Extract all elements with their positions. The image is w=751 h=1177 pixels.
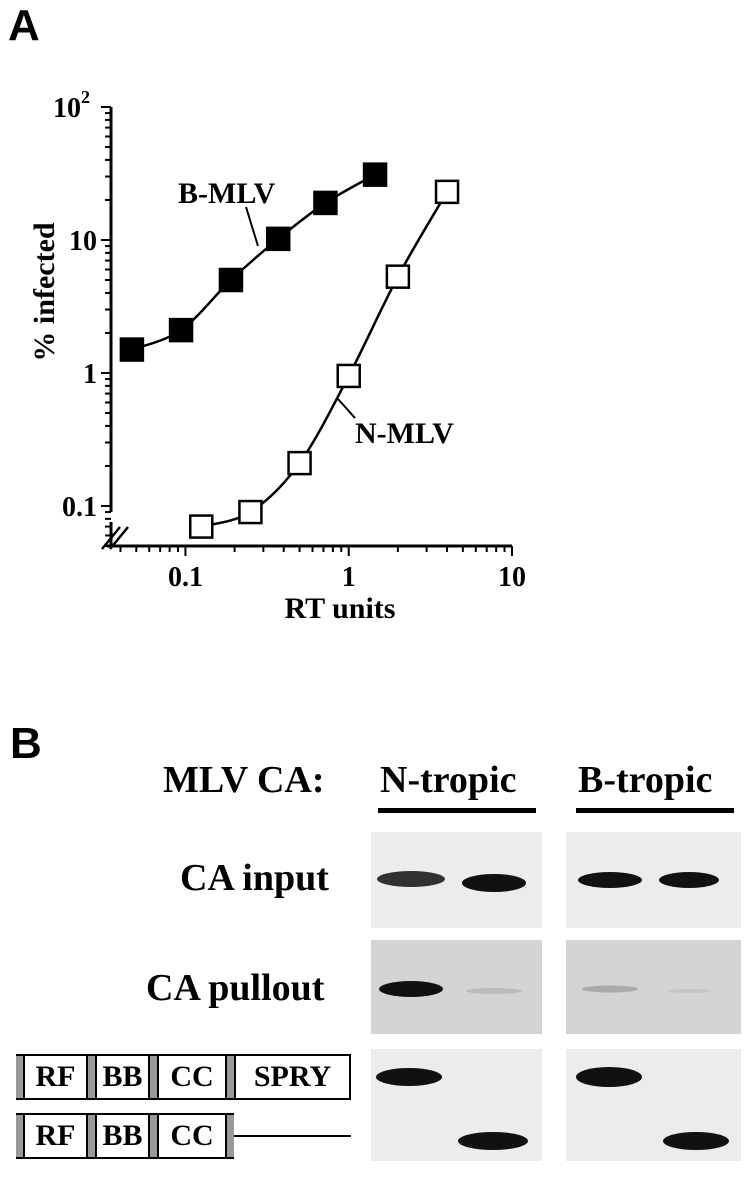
linker-line [234,1113,351,1159]
y-tick-label: 0.1 [62,492,97,523]
data-point-n-mlv [434,179,460,205]
band [377,871,445,887]
series-markers [119,162,460,539]
y-tick-label: 1 [83,359,97,390]
data-point-b-mlv [313,190,338,216]
series-label-n-mlv: N-MLV [355,417,454,450]
callout-b-mlv [245,206,259,247]
y-tick-exponent: 2 [81,87,90,107]
data-point-n-mlv [287,450,312,476]
band [376,1068,442,1086]
axis-break-mark [109,526,129,550]
blot-n-tropic-input [371,832,542,928]
y-tick-label: 10 [69,226,97,257]
blot-b-tropic-pullout [566,940,741,1034]
band [576,1067,642,1087]
group-label-n-tropic: N-tropic [380,759,517,801]
data-point-b-mlv [362,162,388,187]
band [462,874,526,892]
domain-cc: CC [157,1113,227,1159]
domain-spry: SPRY [234,1054,351,1100]
domain-separator [227,1113,234,1159]
domain-cc: CC [157,1054,227,1100]
band [663,1132,729,1150]
x-tick-label: 1 [342,562,356,593]
domain-separator [16,1054,23,1100]
x-tick-label: 0.1 [168,562,203,593]
domain-bb: BB [95,1113,150,1159]
x-axis-label: RT units [285,592,396,625]
series-line-n-mlv [200,191,449,528]
domain-separator [150,1113,157,1159]
band [379,981,443,997]
band [582,985,638,993]
domain-separator [227,1054,234,1100]
band [466,988,522,994]
group-label-b-tropic: B-tropic [578,759,713,801]
panel-b-label: B [10,719,42,768]
domain-separator [88,1113,95,1159]
y-axis-label: % infected [28,222,61,361]
data-point-n-mlv [238,499,263,525]
blot-b-tropic-trim [566,1049,741,1161]
panel-a-label: A [8,1,40,50]
band [659,872,719,888]
chart-axes [101,106,513,556]
band [667,989,711,993]
row-label-ca-input: CA input [180,857,329,899]
construct-delta-spry: RF BB CC [16,1113,351,1159]
construct-full-length: RF BB CC SPRY [16,1054,351,1100]
data-point-n-mlv [189,514,214,539]
data-point-n-mlv [385,264,411,289]
series-label-b-mlv: B-MLV [178,177,276,210]
data-point-b-mlv [168,317,194,343]
domain-bb: BB [95,1054,150,1100]
domain-separator [88,1054,95,1100]
blot-n-tropic-pullout [371,940,542,1034]
blot-b-tropic-input [566,832,741,928]
domain-rf: RF [23,1113,88,1159]
blot-n-tropic-trim [371,1049,542,1161]
group-bar-n-tropic [378,808,536,813]
data-point-n-mlv [336,363,361,389]
domain-rf: RF [23,1054,88,1100]
callout-n-mlv [337,398,356,419]
band [578,872,642,888]
domain-separator [150,1054,157,1100]
blot-header-label: MLV CA: [163,759,325,801]
domain-separator [16,1113,23,1159]
row-label-ca-pullout: CA pullout [146,967,325,1009]
x-tick-label: 10 [498,562,526,593]
y-tick-label: 10 [53,93,81,124]
data-point-b-mlv [218,267,244,293]
band [458,1132,528,1150]
group-bar-b-tropic [576,808,734,813]
data-point-b-mlv [119,337,145,362]
data-point-b-mlv [265,226,291,252]
